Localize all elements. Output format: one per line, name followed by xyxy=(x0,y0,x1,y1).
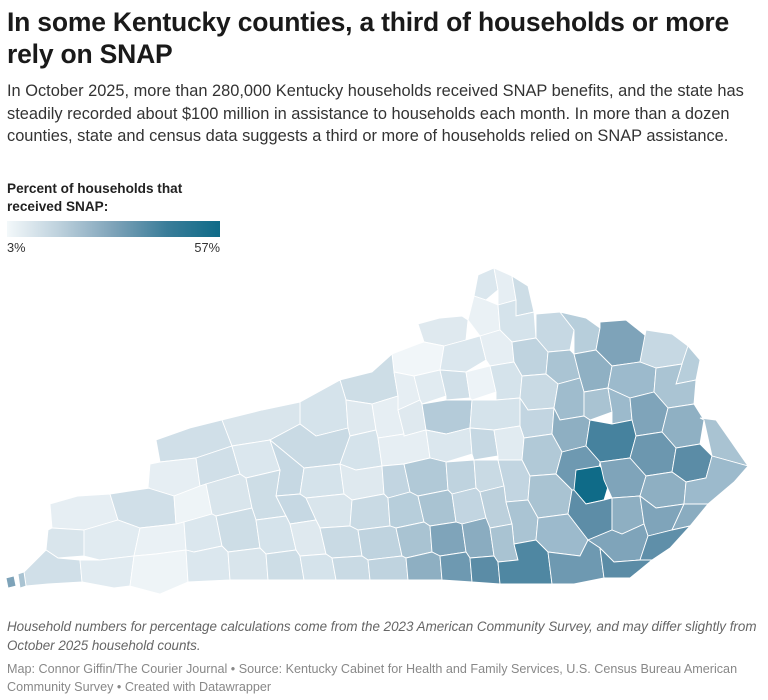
county[interactable] xyxy=(489,361,523,401)
county[interactable] xyxy=(349,493,391,531)
county[interactable] xyxy=(599,546,654,579)
county[interactable] xyxy=(439,369,471,401)
county[interactable] xyxy=(493,425,525,461)
legend-max-label: 57% xyxy=(194,240,220,255)
legend-title: Percent of households that received SNAP… xyxy=(7,181,183,214)
credit-separator: • xyxy=(230,662,236,676)
county[interactable] xyxy=(465,365,497,401)
county[interactable] xyxy=(439,551,473,583)
county[interactable] xyxy=(227,547,269,581)
county[interactable] xyxy=(5,575,17,589)
county[interactable] xyxy=(215,507,261,553)
county[interactable] xyxy=(299,463,345,499)
county[interactable] xyxy=(421,399,473,435)
map-credit: Map: Connor Giffin/The Courier Journal xyxy=(7,662,228,676)
county[interactable] xyxy=(639,329,689,369)
county[interactable] xyxy=(319,525,363,559)
county[interactable] xyxy=(469,427,499,461)
county[interactable] xyxy=(413,369,447,405)
county[interactable] xyxy=(467,295,501,337)
credit-separator: • xyxy=(116,680,122,694)
county[interactable] xyxy=(129,549,189,595)
county-shapes xyxy=(5,267,750,595)
county[interactable] xyxy=(519,373,559,411)
county[interactable] xyxy=(425,427,473,463)
county[interactable] xyxy=(469,397,521,431)
county[interactable] xyxy=(473,267,499,301)
legend-labels: 3% 57% xyxy=(7,240,220,256)
county[interactable] xyxy=(185,545,231,583)
source-credit: Source: Kentucky Cabinet for Health and … xyxy=(7,662,738,694)
county[interactable] xyxy=(553,377,585,421)
county[interactable] xyxy=(17,571,27,589)
county[interactable] xyxy=(79,555,135,589)
county[interactable] xyxy=(331,555,371,581)
county[interactable] xyxy=(417,489,457,527)
color-legend: Percent of households that received SNAP… xyxy=(7,180,237,256)
county[interactable] xyxy=(265,549,305,581)
chart-description: In October 2025, more than 280,000 Kentu… xyxy=(7,82,744,145)
county[interactable] xyxy=(429,521,467,557)
legend-min-label: 3% xyxy=(7,240,26,255)
legend-gradient-bar xyxy=(7,221,220,237)
county[interactable] xyxy=(367,555,409,581)
chart-title: In some Kentucky counties, a third of ho… xyxy=(7,7,730,69)
footnote: Household numbers for percentage calcula… xyxy=(7,619,757,653)
tool-credit: Created with Datawrapper xyxy=(124,680,272,694)
county[interactable] xyxy=(583,387,613,421)
kentucky-county-map[interactable] xyxy=(0,262,768,602)
county[interactable] xyxy=(299,379,349,437)
county[interactable] xyxy=(357,525,403,561)
county[interactable] xyxy=(521,433,563,477)
county[interactable] xyxy=(339,353,399,405)
county[interactable] xyxy=(469,555,501,585)
county[interactable] xyxy=(403,457,449,497)
county[interactable] xyxy=(339,463,385,501)
source-credits: Map: Connor Giffin/The Courier Journal •… xyxy=(7,660,759,696)
county[interactable] xyxy=(395,521,433,559)
county[interactable] xyxy=(493,267,517,306)
county[interactable] xyxy=(497,539,553,585)
county[interactable] xyxy=(299,553,337,581)
